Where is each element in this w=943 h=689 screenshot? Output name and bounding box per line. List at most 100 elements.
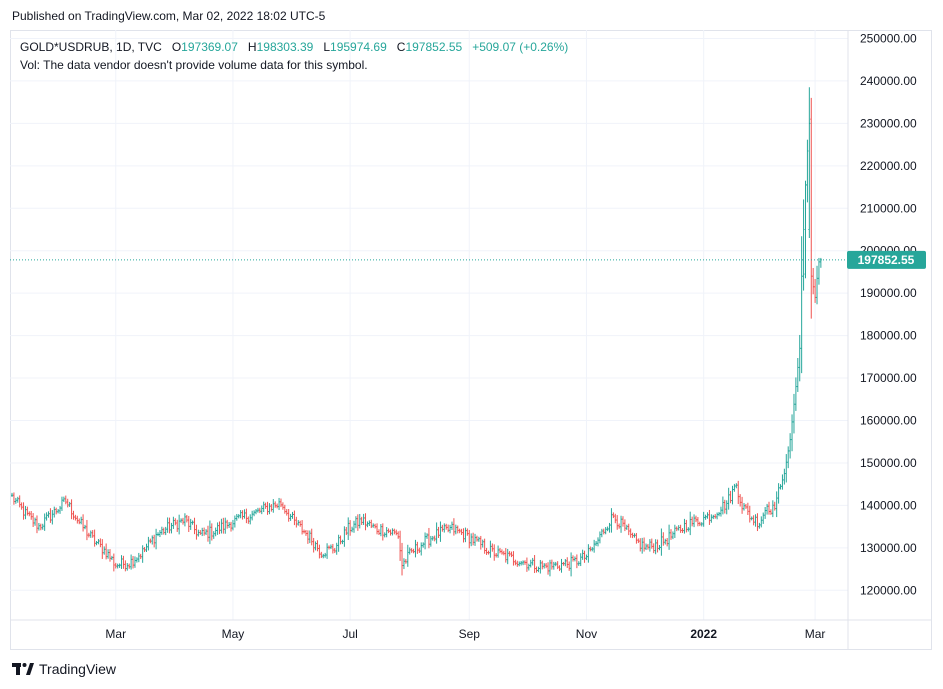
tradingview-logo[interactable]: TradingView: [12, 661, 116, 677]
ohlc-bar: [368, 520, 371, 526]
ohlc-bar: [322, 553, 325, 559]
ohlc-bar: [581, 549, 584, 560]
ohlc-bar: [441, 524, 444, 532]
ohlc-bar: [230, 521, 233, 532]
ohlc-bar: [591, 547, 594, 552]
price-tick-label: 210000.00: [860, 201, 917, 215]
ohlc-bar: [806, 139, 809, 203]
low-label: L: [323, 40, 331, 54]
ohlc-bar: [107, 549, 110, 559]
ohlc-bar: [493, 544, 496, 561]
ohlc-bar: [18, 495, 21, 508]
ohlc-bar: [24, 506, 27, 520]
ohlc-bar: [91, 530, 94, 538]
symbol-name[interactable]: GOLD*USDRUB, 1D, TVC: [20, 40, 162, 54]
ohlc-bar: [614, 513, 617, 524]
price-chart[interactable]: 250000.00 240000.00 230000.00 220000.00 2100…: [10, 30, 932, 650]
ohlc-bar: [487, 550, 490, 555]
ohlc-bar: [600, 528, 603, 538]
ohlc-bar: [249, 514, 252, 525]
ohlc-bar: [174, 518, 177, 526]
ohlc-bar: [308, 530, 311, 544]
ohlc-bar: [723, 499, 726, 514]
ohlc-bar: [103, 546, 106, 555]
ohlc-bar: [122, 555, 125, 569]
ohlc-bar: [283, 504, 286, 514]
ohlc-bar: [587, 544, 590, 563]
ohlc-bar: [157, 532, 160, 537]
ohlc-bar: [764, 507, 767, 519]
ohlc-bar: [652, 543, 655, 554]
ohlc-bar: [181, 517, 184, 525]
ohlc-bar: [706, 512, 709, 519]
ohlc-bar: [137, 552, 140, 563]
ohlc-bar: [429, 535, 432, 547]
ohlc-bar: [668, 524, 671, 550]
ohlc-bar: [64, 495, 67, 505]
ohlc-bar: [529, 559, 532, 568]
ohlc-bar: [276, 503, 279, 509]
ohlc-bar: [708, 509, 711, 525]
price-tick-label: 240000.00: [860, 74, 917, 88]
ohlc-bar: [60, 496, 63, 511]
price-tick-label: 220000.00: [860, 159, 917, 173]
ohlc-bar: [781, 474, 784, 490]
ohlc-bar: [671, 531, 674, 540]
ohlc-bar: [222, 517, 225, 534]
ohlc-bar: [362, 513, 365, 525]
ohlc-bar: [189, 518, 192, 530]
ohlc-bar: [132, 555, 135, 569]
ohlc-bar: [424, 532, 427, 550]
ohlc-bar: [299, 520, 302, 527]
time-tick-label: May: [222, 627, 245, 641]
ohlc-bar: [412, 548, 415, 554]
ohlc-bar: [258, 507, 261, 514]
ohlc-bar: [383, 532, 386, 538]
ohlc-bar: [328, 545, 331, 550]
ohlc-bar: [176, 519, 179, 532]
ohlc-bar: [347, 517, 350, 541]
ohlc-bar: [612, 512, 615, 519]
ohlc-bar: [37, 522, 40, 531]
ohlc-bar: [72, 510, 75, 520]
ohlc-bar: [466, 528, 469, 536]
ohlc-bar: [664, 538, 667, 545]
ohlc-bar: [512, 551, 515, 566]
ohlc-bar: [110, 555, 113, 561]
volume-note: Vol: The data vendor doesn't provide vol…: [20, 58, 368, 72]
ohlc-bar: [82, 514, 85, 532]
ohlc-bar: [433, 535, 436, 542]
ohlc-bar: [481, 539, 484, 548]
ohlc-bar: [777, 483, 780, 504]
chart-pane[interactable]: [10, 30, 932, 650]
ohlc-bar: [754, 514, 757, 527]
ohlc-bar: [216, 522, 219, 535]
ohlc-bar: [687, 527, 690, 532]
ohlc-bar: [727, 487, 730, 510]
ohlc-bar: [178, 514, 181, 535]
ohlc-bar: [410, 548, 413, 553]
ohlc-bar: [704, 514, 707, 520]
time-axis[interactable]: Mar May Jul Sep Nov 2022 Mar: [105, 627, 825, 641]
ohlc-bar: [87, 532, 90, 538]
ohlc-bar: [502, 550, 505, 556]
ohlc-bar: [212, 531, 215, 539]
price-axis[interactable]: 250000.00 240000.00 230000.00 220000.00 2100…: [860, 31, 917, 597]
ohlc-bar: [360, 516, 363, 525]
ohlc-bar: [133, 556, 136, 568]
ohlc-bar: [264, 502, 267, 509]
ohlc-bar: [691, 516, 694, 527]
ohlc-bar: [439, 521, 442, 542]
ohlc-bar: [214, 527, 217, 537]
ohlc-bar: [816, 265, 819, 305]
ohlc-bar: [256, 507, 259, 513]
ohlc-bars: [11, 87, 822, 577]
ohlc-bar: [172, 516, 175, 529]
ohlc-bar: [287, 509, 290, 522]
ohlc-bar: [483, 538, 486, 554]
ohlc-bar: [218, 521, 221, 535]
ohlc-bar: [354, 516, 357, 529]
last-price-badge: 197852.55: [847, 250, 926, 269]
price-tick-label: 170000.00: [860, 371, 917, 385]
price-tick-label: 160000.00: [860, 414, 917, 428]
